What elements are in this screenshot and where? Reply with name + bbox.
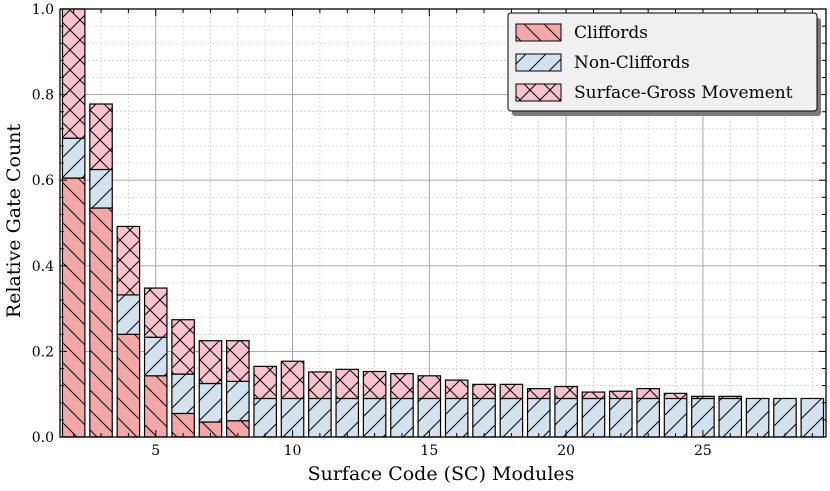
bars	[61, 8, 825, 438]
bar-hatch-surface-gross-movement-15	[417, 375, 442, 400]
legend-label-cliffords: Cliffords	[574, 23, 648, 43]
bar-hatch-cliffords-2	[61, 177, 86, 438]
legend: Cliffords Non-Cliffords Surface-Gross Mo…	[507, 12, 819, 113]
bar-hatch-surface-gross-movement-21	[581, 391, 606, 400]
bar-hatch-surface-gross-movement-13	[362, 370, 387, 400]
bar-hatch-non-cliffords-17	[472, 397, 496, 438]
bar-hatch-non-cliffords-5	[143, 336, 168, 377]
bar-hatch-non-cliffords-9	[253, 397, 277, 438]
legend-label-non-cliffords: Non-Cliffords	[574, 53, 690, 73]
bar-hatch-non-cliffords-8	[226, 380, 250, 422]
legend-item-surface-gross-movement: Surface-Gross Movement	[515, 83, 793, 103]
bar-hatch-non-cliffords-2	[61, 137, 86, 179]
bar-hatch-non-cliffords-22	[609, 397, 633, 438]
bar-hatch-surface-gross-movement-4	[116, 225, 141, 296]
y-tick-label: 0.0	[32, 430, 54, 446]
legend-label-surface-gross-movement: Surface-Gross Movement	[574, 83, 793, 103]
bar-hatch-surface-gross-movement-16	[444, 379, 469, 400]
bar-hatch-non-cliffords-14	[390, 397, 414, 438]
bar-hatch-non-cliffords-12	[335, 397, 360, 438]
bar-hatch-surface-gross-movement-26	[718, 395, 743, 400]
x-axis-label: Surface Code (SC) Modules	[308, 463, 575, 485]
y-axis-label: Relative Gate Count	[3, 124, 25, 319]
bar-hatch-surface-gross-movement-17	[472, 383, 496, 400]
bar-hatch-non-cliffords-6	[171, 373, 195, 415]
bar-hatch-surface-gross-movement-23	[636, 388, 660, 400]
y-tick-label: 0.8	[32, 88, 54, 104]
y-tick-label: 0.2	[32, 344, 54, 360]
bar-hatch-surface-gross-movement-11	[308, 371, 332, 400]
bar-hatch-non-cliffords-16	[444, 397, 469, 438]
bar-hatch-surface-gross-movement-3	[89, 103, 113, 171]
bar-hatch-non-cliffords-24	[663, 397, 688, 438]
bar-hatch-non-cliffords-4	[116, 294, 141, 335]
x-tick-label: 15	[420, 443, 438, 459]
bar-hatch-non-cliffords-7	[198, 382, 223, 423]
y-tick-label: 1.0	[32, 2, 54, 18]
bar-hatch-cliffords-3	[89, 207, 113, 438]
x-tick-label: 25	[694, 443, 712, 459]
bar-hatch-surface-gross-movement-19	[526, 388, 551, 400]
bar-hatch-cliffords-4	[116, 333, 141, 438]
bar-hatch-surface-gross-movement-7	[198, 340, 223, 385]
bar-hatch-non-cliffords-13	[362, 397, 387, 438]
axes	[59, 8, 827, 438]
bar-hatch-non-cliffords-3	[89, 168, 113, 209]
bar-hatch-non-cliffords-26	[718, 397, 743, 438]
bar-hatch-surface-gross-movement-18	[499, 383, 524, 400]
legend-item-non-cliffords: Non-Cliffords	[515, 53, 690, 73]
bar-hatch-surface-gross-movement-25	[691, 395, 715, 400]
bar-hatch-surface-gross-movement-8	[226, 340, 250, 382]
bar-hatch-surface-gross-movement-22	[609, 390, 633, 400]
bar-hatch-surface-gross-movement-5	[143, 287, 168, 338]
bar-hatch-surface-gross-movement-12	[335, 368, 360, 400]
bar-hatch-non-cliffords-27	[745, 397, 770, 438]
bar-hatch-surface-gross-movement-10	[280, 360, 305, 400]
ticks: 5 10 15 20 25 0.0 0.2 0.4 0.6 0.8 1.0	[32, 2, 826, 459]
bar-hatch-non-cliffords-29	[800, 397, 825, 438]
bar-hatch-surface-gross-movement-6	[171, 319, 195, 375]
legend-item-cliffords: Cliffords	[515, 23, 648, 43]
bar-hatch-surface-gross-movement-2	[61, 8, 86, 139]
bar-hatch-surface-gross-movement-9	[253, 365, 277, 400]
bar-hatch-non-cliffords-11	[308, 397, 332, 438]
x-tick-label: 10	[284, 443, 302, 459]
y-tick-label: 0.6	[32, 173, 54, 189]
x-tick-label: 5	[151, 443, 160, 459]
x-tick-label: 20	[557, 443, 575, 459]
bar-hatch-cliffords-5	[143, 375, 168, 438]
bar-hatch-non-cliffords-23	[636, 397, 660, 438]
bar-hatch-surface-gross-movement-14	[390, 373, 414, 400]
bar-hatch-surface-gross-movement-20	[554, 385, 578, 400]
bar-hatch-non-cliffords-21	[581, 397, 606, 438]
y-tick-label: 0.4	[32, 259, 54, 275]
bar-hatch-non-cliffords-18	[499, 397, 524, 438]
bar-hatch-non-cliffords-28	[773, 397, 797, 438]
bar-hatch-non-cliffords-19	[526, 397, 551, 438]
plot-frame	[59, 8, 827, 438]
bar-hatch-surface-gross-movement-24	[663, 392, 688, 400]
